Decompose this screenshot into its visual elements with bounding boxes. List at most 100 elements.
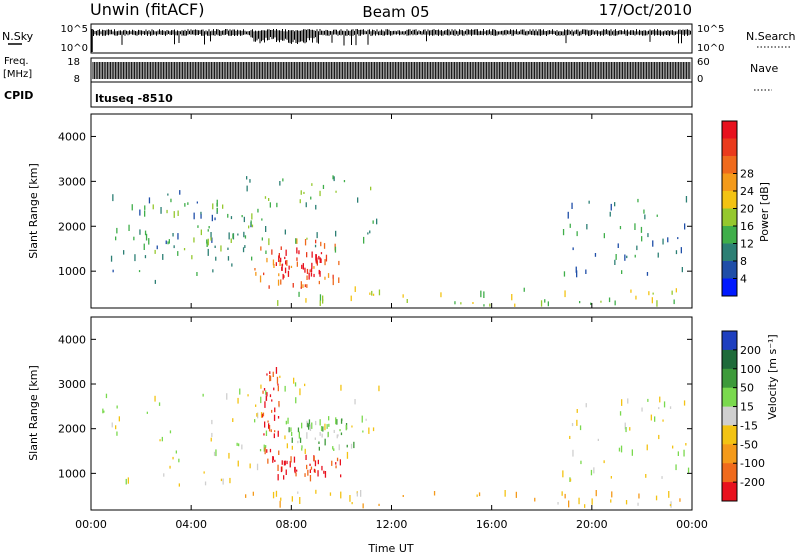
- data-mark: [307, 469, 309, 476]
- data-mark: [360, 490, 362, 497]
- data-mark: [320, 241, 322, 247]
- data-mark: [196, 272, 198, 276]
- data-mark: [315, 259, 317, 263]
- nsky-tick-top: 10^5: [61, 24, 88, 35]
- data-mark: [163, 473, 165, 477]
- x-tick-label: 00:00: [676, 518, 708, 531]
- data-mark: [295, 238, 297, 244]
- data-mark: [215, 256, 217, 261]
- data-mark: [283, 475, 285, 480]
- data-mark: [514, 303, 516, 307]
- data-mark: [139, 209, 141, 216]
- data-mark: [350, 443, 353, 449]
- cpid-panel-frame: [90, 81, 693, 108]
- data-mark: [148, 238, 150, 245]
- data-mark: [247, 394, 249, 397]
- power-y-axis: 1000 2000 3000 4000: [58, 130, 692, 278]
- data-mark: [112, 194, 114, 202]
- data-mark: [321, 433, 323, 438]
- data-mark: [232, 233, 234, 239]
- data-mark: [313, 468, 316, 473]
- data-mark: [172, 456, 174, 460]
- colorbar-swatch: [722, 444, 737, 464]
- data-mark: [284, 256, 286, 260]
- data-mark: [278, 273, 280, 277]
- velocity-scatter-data: [102, 367, 690, 509]
- data-mark: [314, 244, 317, 248]
- data-mark: [365, 418, 367, 421]
- data-mark: [317, 459, 319, 465]
- data-mark: [662, 419, 664, 422]
- velocity-colorbar-label: Velocity [m s⁻¹]: [766, 334, 779, 419]
- data-mark: [327, 273, 330, 278]
- data-mark: [440, 292, 442, 298]
- data-mark: [300, 190, 302, 195]
- data-mark: [112, 269, 114, 273]
- data-mark: [281, 460, 283, 465]
- data-mark: [572, 449, 574, 457]
- data-mark: [252, 491, 254, 496]
- data-mark: [329, 492, 332, 496]
- data-mark: [319, 300, 321, 306]
- colorbar-swatch: [722, 278, 737, 297]
- data-mark: [262, 412, 265, 417]
- x-tick-label: 16:00: [476, 518, 508, 531]
- data-mark: [269, 394, 272, 398]
- data-mark: [372, 427, 375, 432]
- data-mark: [489, 303, 491, 307]
- data-mark: [264, 196, 267, 199]
- data-mark: [280, 466, 283, 473]
- data-mark: [569, 478, 572, 482]
- data-mark: [220, 478, 223, 482]
- colorbar-swatch: [722, 243, 737, 262]
- data-mark: [306, 252, 308, 258]
- data-mark: [272, 371, 274, 377]
- data-mark: [283, 460, 286, 466]
- data-mark: [255, 404, 257, 407]
- data-mark: [667, 237, 669, 243]
- colorbar-swatch: [722, 138, 737, 157]
- data-mark: [266, 449, 268, 453]
- data-mark: [635, 295, 637, 300]
- colorbar-tick-label: 16: [740, 220, 754, 233]
- data-mark: [273, 264, 275, 268]
- data-mark: [284, 267, 287, 274]
- velocity-y-axis: 1000 2000 3000 4000: [58, 333, 692, 480]
- data-mark: [206, 239, 208, 244]
- data-mark: [305, 298, 307, 303]
- data-mark: [270, 429, 272, 433]
- data-mark: [193, 237, 195, 243]
- data-mark: [231, 263, 233, 267]
- data-mark: [197, 225, 199, 228]
- data-mark: [576, 231, 578, 237]
- data-mark: [279, 259, 281, 266]
- data-mark: [178, 458, 180, 463]
- data-mark: [588, 200, 590, 204]
- data-mark: [575, 266, 577, 273]
- data-mark: [603, 460, 605, 464]
- data-mark: [336, 457, 339, 462]
- data-mark: [216, 199, 218, 207]
- data-mark: [299, 199, 301, 204]
- data-mark: [265, 396, 268, 401]
- data-mark: [302, 263, 304, 270]
- data-mark: [264, 421, 266, 428]
- data-mark: [313, 266, 315, 269]
- data-mark: [340, 384, 342, 391]
- data-mark: [282, 273, 284, 280]
- data-mark: [285, 260, 287, 265]
- data-mark: [504, 490, 506, 497]
- data-mark: [193, 212, 195, 220]
- data-mark: [299, 388, 301, 396]
- data-mark: [590, 469, 593, 476]
- data-mark: [333, 429, 335, 433]
- data-mark: [315, 489, 317, 494]
- data-mark: [284, 435, 286, 440]
- data-mark: [669, 504, 672, 507]
- data-mark: [178, 483, 180, 487]
- data-mark: [191, 255, 193, 260]
- data-mark: [284, 229, 286, 235]
- data-mark: [658, 434, 660, 440]
- data-mark: [319, 294, 322, 301]
- data-mark: [279, 500, 281, 508]
